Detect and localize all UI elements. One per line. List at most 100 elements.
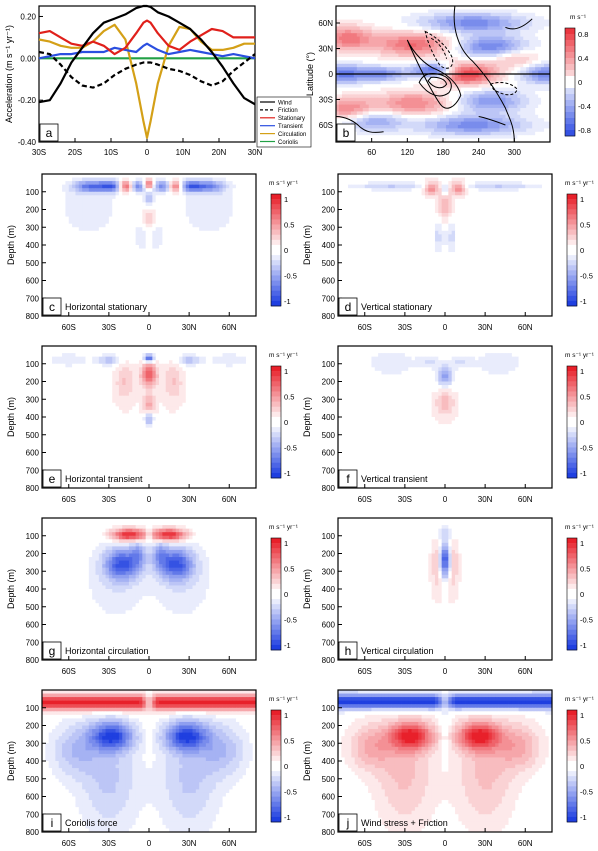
panel-c-heat-cell bbox=[62, 259, 66, 263]
panel-c-heat-cell bbox=[62, 238, 66, 242]
panel-b-heat-cell bbox=[425, 13, 428, 17]
panel-b-heat-cell bbox=[348, 64, 351, 68]
panel-c-heat-cell bbox=[226, 220, 230, 224]
panel-c-heat-cell bbox=[99, 220, 103, 224]
panel-c-heat-cell bbox=[109, 195, 113, 199]
panel-b-heat-cell bbox=[369, 84, 372, 88]
panel-c-heat-cell bbox=[85, 281, 89, 285]
panel-b-heat-cell bbox=[366, 81, 369, 85]
panel-b-heat-cell bbox=[538, 81, 541, 85]
panel-b-heat-cell bbox=[345, 16, 348, 20]
panel-b-heat-cell bbox=[479, 118, 482, 122]
panel-c-heat-cell bbox=[203, 281, 207, 285]
panel-c-heat-cell bbox=[179, 241, 183, 245]
panel-b-heat-cell bbox=[428, 98, 431, 102]
panel-c-heat-cell bbox=[99, 241, 103, 245]
panel-c-heat-cell bbox=[69, 234, 73, 238]
panel-b-heat-cell bbox=[351, 105, 354, 109]
panel-c-heat-cell bbox=[116, 206, 120, 210]
panel-b-heat-cell bbox=[494, 16, 497, 20]
panel-b-heat-cell bbox=[517, 40, 520, 44]
panel-c-heat-cell bbox=[99, 249, 103, 253]
panel-b-heat-cell bbox=[526, 9, 529, 13]
panel-b-heat-cell bbox=[378, 23, 381, 27]
panel-c-heat-cell bbox=[79, 202, 83, 206]
panel-c-heat-cell bbox=[126, 256, 130, 260]
panel-b-heat-cell bbox=[458, 54, 461, 58]
panel-b-heat-cell bbox=[449, 132, 452, 136]
panel-b-heat-cell bbox=[511, 88, 514, 92]
panel-c-heat-cell bbox=[129, 252, 133, 256]
panel-c-heat-cell bbox=[92, 231, 96, 235]
panel-b-heat-cell bbox=[372, 60, 375, 64]
panel-b-heat-cell bbox=[375, 9, 378, 13]
panel-c-heat-cell bbox=[209, 241, 213, 245]
panel-b-heat-cell bbox=[416, 26, 419, 30]
panel-b-heat-cell bbox=[392, 9, 395, 13]
panel-b-heat-cell bbox=[511, 37, 514, 41]
panel-b-heat-cell bbox=[488, 98, 491, 102]
panel-b-heat-cell bbox=[407, 37, 410, 41]
panel-c-heat-cell bbox=[59, 217, 63, 221]
panel-b-heat-cell bbox=[544, 105, 547, 109]
panel-b-heat-cell bbox=[461, 115, 464, 119]
panel-c-heat-cell bbox=[229, 220, 233, 224]
panel-c-heat-cell bbox=[209, 202, 213, 206]
panel-c-heat-cell bbox=[209, 263, 213, 267]
panel-b-heat-cell bbox=[395, 16, 398, 20]
panel-b-heat-cell bbox=[398, 98, 401, 102]
panel-c-heat-cell bbox=[199, 256, 203, 260]
panel-b-heat-cell bbox=[514, 33, 517, 37]
panel-b-heat-cell bbox=[395, 108, 398, 112]
panel-b-heat-cell bbox=[467, 91, 470, 95]
panel-c-heat-cell bbox=[122, 281, 126, 285]
panel-c-heat-cell bbox=[65, 249, 69, 253]
panel-c-heat-cell bbox=[62, 185, 66, 189]
panel-c-heat-cell bbox=[192, 273, 196, 277]
panel-b-heat-cell bbox=[357, 67, 360, 71]
panel-c-heat-cell bbox=[65, 252, 69, 256]
panel-c-heat-cell bbox=[75, 234, 79, 238]
panel-c-heat-cell bbox=[75, 277, 79, 281]
panel-b-xtick-label: 120 bbox=[401, 148, 415, 157]
panel-b-heat-cell bbox=[505, 101, 508, 105]
panel-b-heat-cell bbox=[434, 26, 437, 30]
panel-b-heat-cell bbox=[440, 57, 443, 61]
panel-c-heat-cell bbox=[203, 270, 207, 274]
panel-b-heat-cell bbox=[455, 54, 458, 58]
panel-b-heat-cell bbox=[482, 30, 485, 34]
panel-b-heat-cell bbox=[529, 33, 532, 37]
panel-c-heat-cell bbox=[226, 202, 230, 206]
panel-c-heat-cell bbox=[213, 238, 217, 242]
panel-b-heat-cell bbox=[428, 9, 431, 13]
panel-c-heat-cell bbox=[182, 234, 186, 238]
panel-c-heat-cell bbox=[186, 234, 190, 238]
panel-b-heat-cell bbox=[372, 91, 375, 95]
panel-b-heat-cell bbox=[446, 40, 449, 44]
panel-c-heat-cell bbox=[192, 195, 196, 199]
panel-c-heat-cell bbox=[79, 252, 83, 256]
panel-c-heat-cell bbox=[92, 266, 96, 270]
panel-c-heat-cell bbox=[146, 249, 150, 253]
panel-b-heat-cell bbox=[497, 57, 500, 61]
panel-c-heat-cell bbox=[109, 273, 113, 277]
panel-b-heat-cell bbox=[497, 105, 500, 109]
panel-c-heat-cell bbox=[236, 270, 240, 274]
panel-b-heat-cell bbox=[387, 26, 390, 30]
panel-b-heat-cell bbox=[357, 16, 360, 20]
panel-c-heat-cell bbox=[192, 224, 196, 228]
panel-c-heat-cell bbox=[102, 188, 106, 192]
panel-b-heat-cell bbox=[357, 64, 360, 68]
panel-c-heat-cell bbox=[233, 210, 237, 214]
panel-b-heat-cell bbox=[419, 16, 422, 20]
panel-c-heat-cell bbox=[142, 273, 146, 277]
panel-c-heat-cell bbox=[239, 220, 243, 224]
panel-b-heat-cell bbox=[488, 67, 491, 71]
panel-a-ylabel: Acceleration (m s⁻¹ yr⁻¹) bbox=[4, 25, 14, 123]
panel-c-heat-cell bbox=[116, 181, 120, 185]
panel-c-heat-cell bbox=[213, 199, 217, 203]
panel-b-heat-cell bbox=[410, 91, 413, 95]
panel-b-heat-cell bbox=[464, 111, 467, 115]
panel-c-heat-cell bbox=[72, 259, 76, 263]
panel-b-heat-cell bbox=[404, 98, 407, 102]
